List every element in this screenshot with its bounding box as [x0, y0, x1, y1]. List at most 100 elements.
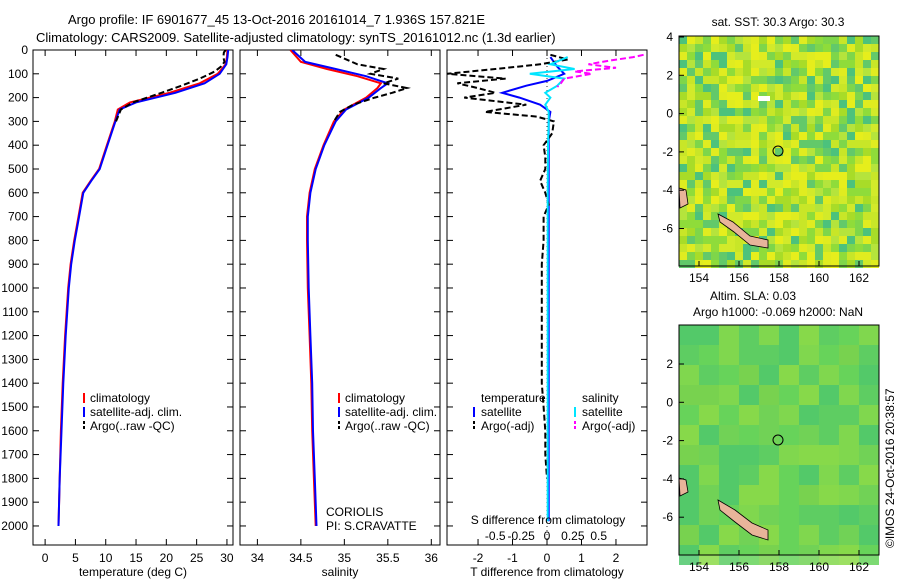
sst-cell: [711, 84, 719, 92]
difference-legend: temperature salinity satellite Argo(-adj…: [473, 391, 635, 433]
sst-cell: [871, 260, 879, 268]
sla-cell: [779, 525, 799, 545]
sst-cell: [711, 236, 719, 244]
sst-cell: [799, 100, 807, 108]
sla-cell: [839, 425, 859, 445]
sla-cell: [679, 325, 699, 345]
figure-subtitle: Climatology: CARS2009. Satellite-adjuste…: [36, 30, 556, 45]
sst-cell: [687, 236, 695, 244]
sst-cell: [815, 236, 823, 244]
sst-cell: [871, 172, 879, 180]
sst-cell: [703, 92, 711, 100]
temperature-legend: climatology satellite-adj. clim. Argo(..…: [83, 391, 182, 433]
sst-cell: [743, 260, 751, 268]
sst-cell: [863, 108, 871, 116]
sla-cell: [719, 425, 739, 445]
sla-cell: [739, 385, 759, 405]
sst-cell: [735, 196, 743, 204]
sla-cell: [819, 385, 839, 405]
sst-cell: [679, 100, 687, 108]
sst-cell: [863, 252, 871, 260]
sst-cell: [751, 92, 759, 100]
sst-cell: [767, 260, 775, 268]
legend-header-salinity: salinity: [582, 391, 619, 405]
sst-cell: [695, 76, 703, 84]
sst-cell: [847, 60, 855, 68]
sst-cell: [783, 132, 791, 140]
sla-cell: [719, 525, 739, 545]
sst-cell: [719, 228, 727, 236]
sla-cell: [739, 365, 759, 385]
sst-cell: [815, 252, 823, 260]
sla-cell: [799, 385, 819, 405]
sla-cell: [719, 405, 739, 425]
sst-cell: [687, 68, 695, 76]
sst-cell: [703, 124, 711, 132]
sst-cell: [719, 68, 727, 76]
sst-cell: [719, 148, 727, 156]
legend-label-s-satellite: satellite: [582, 405, 623, 419]
legend-header-temperature: temperature: [481, 391, 546, 405]
sst-cell: [847, 188, 855, 196]
x-tick-label: 5: [72, 551, 79, 565]
sst-cell: [767, 60, 775, 68]
sst-cell: [799, 156, 807, 164]
sst-cell: [727, 92, 735, 100]
sst-cell: [839, 236, 847, 244]
sst-cell: [783, 36, 791, 44]
footer-timestamp: ©IMOS 24-Oct-2016 20:38:57: [883, 388, 897, 548]
sst-cell: [791, 140, 799, 148]
sst-cell: [775, 132, 783, 140]
sst-cell: [727, 36, 735, 44]
sst-cell: [839, 108, 847, 116]
sla-cell: [759, 465, 779, 485]
sst-cell: [847, 76, 855, 84]
sst-cell: [767, 44, 775, 52]
sst-cell: [799, 132, 807, 140]
sst-cell: [871, 84, 879, 92]
sla-argo-location: [772, 434, 784, 446]
sst-cell: [871, 44, 879, 52]
sst-cell: [679, 204, 687, 212]
sst-cell: [775, 180, 783, 188]
sst-cell: [815, 76, 823, 84]
sst-cell: [783, 156, 791, 164]
sst-cell: [807, 44, 815, 52]
sst-cell: [863, 260, 871, 268]
sst-cell: [727, 188, 735, 196]
sst-cell: [815, 212, 823, 220]
sst-cell: [807, 36, 815, 44]
sst-cell: [767, 108, 775, 116]
sla-cell: [739, 485, 759, 505]
x-tick-label: 0: [544, 551, 551, 565]
sst-cell: [775, 44, 783, 52]
sst-cell: [759, 212, 767, 220]
sla-map-title-1: Altim. SLA: 0.03: [710, 289, 796, 303]
sst-cell: [703, 260, 711, 268]
sst-cell: [695, 52, 703, 60]
sst-cell: [799, 172, 807, 180]
sst-cell: [775, 60, 783, 68]
sla-cell: [779, 425, 799, 445]
sst-cell: [687, 100, 695, 108]
sst-cell: [791, 84, 799, 92]
sst-cell: [815, 164, 823, 172]
sst-cell: [799, 212, 807, 220]
salinity-legend: climatology satellite-adj. clim. Argo(..…: [338, 391, 437, 433]
sst-cell: [767, 156, 775, 164]
sst-map-grid: [679, 36, 879, 268]
sst-cell: [791, 36, 799, 44]
sst-cell: [703, 132, 711, 140]
sla-cell: [759, 445, 779, 465]
sst-cell: [727, 252, 735, 260]
sst-cell: [719, 260, 727, 268]
sst-cell: [775, 148, 783, 156]
sst-cell: [695, 204, 703, 212]
sst-cell: [871, 92, 879, 100]
sst-cell: [687, 188, 695, 196]
sst-cell: [799, 204, 807, 212]
sst-cell: [775, 36, 783, 44]
sst-cell: [703, 244, 711, 252]
sla-cell: [719, 485, 739, 505]
sst-cell: [855, 92, 863, 100]
